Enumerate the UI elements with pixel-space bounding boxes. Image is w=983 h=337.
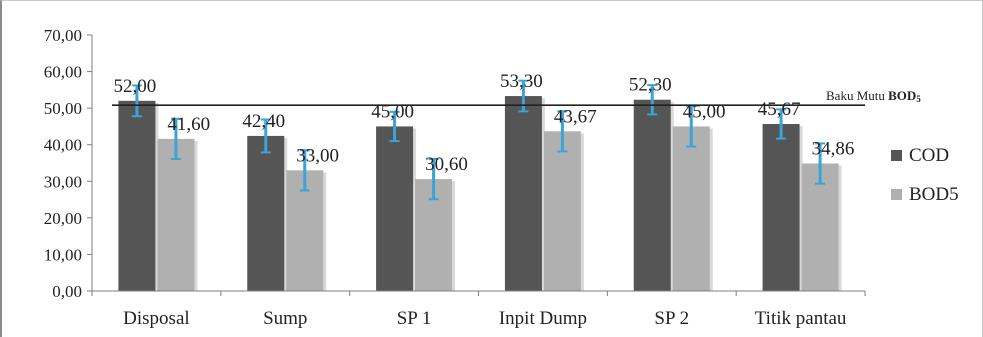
legend-label-cod: COD bbox=[909, 145, 949, 166]
legend: COD BOD5 bbox=[891, 145, 959, 205]
data-label: 53,30 bbox=[500, 71, 543, 92]
reference-line-label-prefix: Baku Mutu bbox=[826, 88, 888, 103]
error-bars bbox=[131, 79, 826, 201]
reference-line: Baku Mutu BOD5 bbox=[112, 88, 921, 107]
bar-bod5 bbox=[801, 163, 839, 291]
y-tick-label: 50,00 bbox=[44, 99, 82, 118]
x-tick-label: Inpit Dump bbox=[499, 308, 587, 329]
x-tick-label: SP 2 bbox=[654, 308, 689, 329]
bars bbox=[118, 96, 842, 292]
y-tick-label: 70,00 bbox=[44, 26, 82, 45]
y-tick-label: 20,00 bbox=[44, 209, 82, 228]
bar-cod bbox=[247, 135, 285, 291]
data-label: 41,60 bbox=[167, 114, 210, 135]
bar-cod bbox=[762, 123, 800, 291]
x-tick-label: SP 1 bbox=[397, 308, 432, 329]
data-label: 52,30 bbox=[629, 75, 672, 96]
data-label: 34,86 bbox=[812, 139, 855, 160]
data-label: 52,00 bbox=[114, 76, 157, 97]
legend-swatch-cod bbox=[891, 150, 902, 161]
x-axis: Disposal Sump SP 1 Inpit Dump SP 2 Titik pant… bbox=[91, 290, 866, 329]
bar-cod bbox=[376, 126, 414, 291]
data-labels: 52,00 42,40 45,00 53,30 52,30 45,67 41,60 33,00… bbox=[114, 71, 855, 175]
bar-bod5 bbox=[672, 126, 710, 291]
x-tick-label: Titik pantau bbox=[755, 308, 847, 329]
data-label: 43,67 bbox=[554, 106, 597, 127]
y-tick-label: 10,00 bbox=[44, 245, 82, 264]
reference-line-label-sub: 5 bbox=[916, 94, 921, 104]
data-label: 45,00 bbox=[683, 101, 726, 122]
bar-cod bbox=[118, 100, 156, 291]
y-tick-label: 0,00 bbox=[52, 282, 82, 301]
bar-cod bbox=[504, 96, 542, 292]
x-tick-label: Disposal bbox=[123, 308, 190, 329]
x-tick-label: Sump bbox=[263, 308, 307, 329]
bar-bod5 bbox=[543, 131, 581, 291]
data-label: 30,60 bbox=[425, 154, 468, 175]
data-label: 42,40 bbox=[242, 111, 285, 132]
y-tick-label: 40,00 bbox=[44, 136, 82, 155]
reference-line-label: Baku Mutu BOD5 bbox=[826, 88, 921, 104]
reference-line-label-bold: BOD bbox=[888, 88, 916, 103]
legend-swatch-bod5 bbox=[891, 189, 902, 200]
y-tick-label: 30,00 bbox=[44, 172, 82, 191]
bar-cod bbox=[633, 99, 671, 291]
y-tick-label: 60,00 bbox=[44, 63, 82, 82]
legend-label-bod5: BOD5 bbox=[909, 184, 959, 205]
y-axis: 0,00 10,00 20,00 30,00 40,00 50,00 60,00 70,00 bbox=[44, 26, 93, 301]
data-label: 33,00 bbox=[296, 145, 339, 166]
bar-bod5 bbox=[157, 138, 195, 291]
data-label: 45,67 bbox=[758, 99, 801, 120]
data-label: 45,00 bbox=[371, 101, 414, 122]
